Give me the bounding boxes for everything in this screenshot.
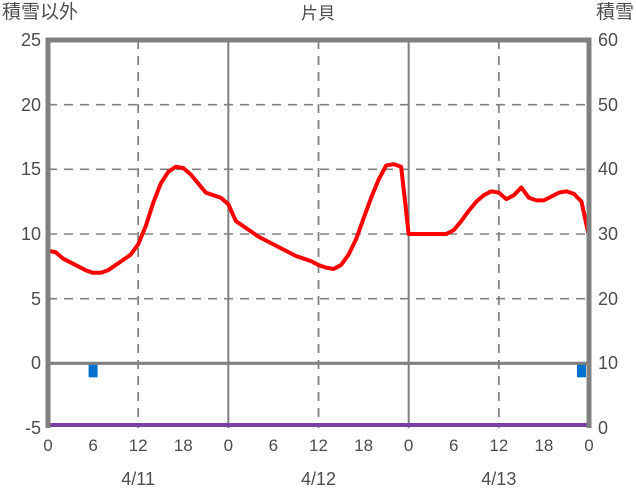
right-axis-tick: 60 xyxy=(598,30,619,50)
x-axis-tick: 0 xyxy=(223,436,234,455)
right-axis-tick: 20 xyxy=(598,288,619,309)
left-axis-tick: 10 xyxy=(20,224,41,244)
snow-depth-bar xyxy=(576,363,586,378)
x-axis-day-label: 4/11 xyxy=(121,469,155,489)
x-axis-tick: 6 xyxy=(449,436,459,455)
x-axis-tick: 6 xyxy=(268,436,279,455)
left-axis-tick: 5 xyxy=(30,288,41,309)
right-axis-tick: 50 xyxy=(598,94,619,115)
right-axis-tick: 0 xyxy=(598,418,609,438)
left-axis-tick: 25 xyxy=(20,30,41,50)
x-axis-day-label: 4/12 xyxy=(300,469,337,489)
snow-depth-bar xyxy=(88,363,98,378)
x-axis-tick: 12 xyxy=(309,436,328,455)
right-axis-tick: 40 xyxy=(598,159,619,180)
left-axis-tick: 20 xyxy=(20,94,41,115)
right-axis-title: 積雪 xyxy=(595,2,634,23)
left-axis-tick: 15 xyxy=(20,159,41,180)
left-axis-tick: -5 xyxy=(24,418,41,438)
x-axis-tick: 12 xyxy=(489,436,509,455)
x-axis-tick: 0 xyxy=(403,436,414,455)
x-axis-tick: 12 xyxy=(128,436,148,455)
gridlines xyxy=(48,40,589,428)
x-axis-tick: 18 xyxy=(354,436,374,455)
temperature-line xyxy=(46,162,591,275)
snow-depth-bars xyxy=(88,363,586,378)
x-axis-tick: 18 xyxy=(534,436,554,455)
right-axis-tick: 30 xyxy=(598,224,619,244)
plot-frame xyxy=(45,37,592,428)
left-axis-tick: 0 xyxy=(30,353,41,374)
x-axis-tick: 0 xyxy=(43,436,53,455)
x-axis-tick: 6 xyxy=(88,436,98,455)
left-axis-title: 積雪以外 xyxy=(2,2,79,23)
x-axis-tick: 0 xyxy=(584,436,594,455)
x-axis-day-label: 4/13 xyxy=(481,469,517,489)
right-axis-tick: 10 xyxy=(598,353,619,374)
chart-title: 片貝 xyxy=(301,4,335,23)
temperature-series-line xyxy=(46,162,591,275)
plot-frame-border xyxy=(45,37,592,428)
x-axis-tick: 18 xyxy=(173,436,193,455)
